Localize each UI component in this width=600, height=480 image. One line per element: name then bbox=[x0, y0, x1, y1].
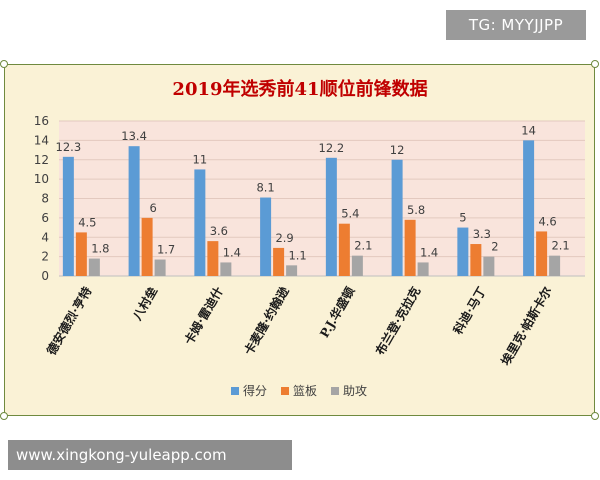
x-tick-label: 科迪·马丁 bbox=[450, 284, 489, 337]
corner-ornament-top-left bbox=[0, 60, 8, 68]
y-tick-label: 14 bbox=[34, 133, 49, 147]
data-label: 11 bbox=[193, 152, 208, 166]
data-label: 5.4 bbox=[341, 207, 359, 221]
y-tick-label: 2 bbox=[41, 250, 49, 264]
legend-label: 篮板 bbox=[293, 383, 317, 398]
data-label: 13.4 bbox=[121, 129, 147, 143]
legend-swatch bbox=[281, 387, 289, 395]
url-banner: www.xingkong-yuleapp.com bbox=[8, 440, 292, 470]
data-label: 8.1 bbox=[256, 181, 274, 195]
data-label: 2 bbox=[491, 240, 498, 254]
y-tick-label: 0 bbox=[41, 269, 49, 283]
bar bbox=[154, 259, 166, 276]
bar bbox=[194, 169, 206, 276]
data-label: 12.3 bbox=[56, 140, 82, 154]
y-tick-label: 10 bbox=[34, 172, 49, 186]
data-label: 3.3 bbox=[473, 227, 491, 241]
bar bbox=[351, 255, 363, 276]
bar bbox=[523, 140, 535, 276]
x-tick-label: 埃里克·帕斯卡尔 bbox=[498, 284, 555, 368]
data-label: 1.8 bbox=[91, 242, 109, 256]
legend-swatch bbox=[331, 387, 339, 395]
bar bbox=[417, 262, 429, 276]
data-label: 4.5 bbox=[78, 215, 96, 229]
y-tick-label: 12 bbox=[34, 153, 49, 167]
corner-ornament-top-right bbox=[591, 60, 599, 68]
y-tick-label: 8 bbox=[41, 192, 49, 206]
data-label: 12.2 bbox=[319, 141, 345, 155]
bar bbox=[404, 219, 416, 276]
bar bbox=[88, 258, 100, 276]
watermark-tag: TG: MYYJJPP bbox=[446, 10, 586, 40]
y-tick-label: 6 bbox=[41, 211, 49, 225]
legend-label: 得分 bbox=[243, 383, 267, 398]
data-label: 5.8 bbox=[407, 203, 425, 217]
data-label: 4.6 bbox=[538, 214, 556, 228]
bar bbox=[286, 265, 298, 276]
bar bbox=[260, 197, 272, 276]
bar bbox=[141, 217, 153, 276]
chart-title: 2019年选秀前41顺位前锋数据 bbox=[172, 78, 427, 100]
x-tick-label: 德安德烈·亨特 bbox=[43, 284, 94, 357]
x-tick-label: 卡麦隆·约翰逊 bbox=[241, 284, 292, 357]
data-label: 1.4 bbox=[223, 245, 241, 259]
bar bbox=[75, 232, 87, 276]
data-label: 2.1 bbox=[354, 239, 372, 253]
x-tick-label: P.J.华盛顿 bbox=[316, 284, 357, 340]
x-tick-label: 布兰登·克拉克 bbox=[372, 284, 423, 357]
bar bbox=[273, 247, 285, 276]
data-label: 1.1 bbox=[288, 248, 306, 262]
bar bbox=[325, 157, 337, 276]
bar bbox=[207, 241, 219, 276]
corner-ornament-bottom-left bbox=[0, 412, 8, 420]
bar bbox=[483, 256, 495, 276]
data-label: 2.9 bbox=[275, 231, 293, 245]
bar bbox=[220, 262, 232, 276]
bar bbox=[62, 156, 74, 276]
chart-card: 0 2 4 6 8 10 12 14 16 2019年选秀前41顺位前锋数据 12.3 4.5 1.8 德… bbox=[0, 60, 599, 420]
y-tick-label: 16 bbox=[34, 114, 49, 128]
data-label: 1.4 bbox=[420, 245, 438, 259]
legend-label: 助攻 bbox=[343, 384, 367, 398]
data-label: 3.6 bbox=[210, 224, 228, 238]
bar-chart: 0 2 4 6 8 10 12 14 16 2019年选秀前41顺位前锋数据 12.3 4.5 1.8 德… bbox=[34, 78, 585, 398]
bar bbox=[470, 244, 482, 276]
data-label: 14 bbox=[521, 123, 536, 137]
bar bbox=[536, 231, 548, 276]
bar bbox=[391, 159, 403, 276]
data-label: 5 bbox=[459, 211, 466, 225]
legend-swatch bbox=[231, 387, 239, 395]
y-tick-label: 4 bbox=[41, 230, 49, 244]
data-label: 2.1 bbox=[551, 239, 569, 253]
bar bbox=[128, 146, 140, 276]
x-tick-label: 八村垒 bbox=[129, 284, 160, 324]
data-label: 1.7 bbox=[157, 243, 175, 257]
bar bbox=[338, 223, 350, 276]
x-tick-label: 卡姆·雷迪什 bbox=[181, 284, 226, 347]
bar bbox=[549, 255, 561, 276]
bar bbox=[457, 227, 469, 276]
data-label: 12 bbox=[390, 143, 405, 157]
corner-ornament-bottom-right bbox=[591, 412, 599, 420]
data-label: 6 bbox=[149, 201, 156, 215]
